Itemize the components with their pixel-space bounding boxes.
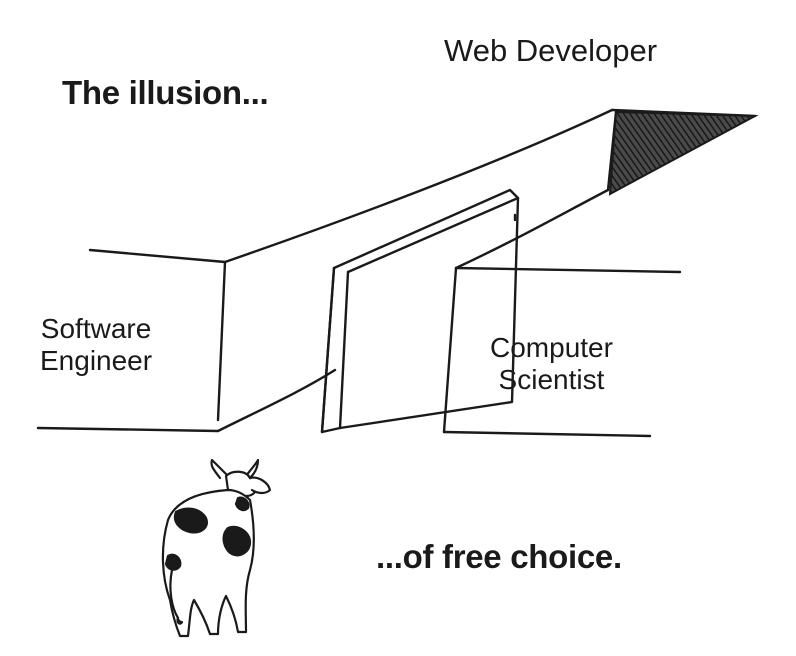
label-software-engineer: Software Engineer: [40, 313, 152, 377]
label-web-developer: Web Developer: [444, 33, 658, 68]
label-software-engineer-line2: Engineer: [40, 345, 153, 376]
caption-bottom: ...of free choice.: [376, 538, 622, 575]
label-software-engineer-line1: Software: [40, 313, 152, 344]
label-computer-scientist: Computer Scientist: [490, 332, 613, 396]
label-computer-scientist-line1: Computer: [490, 332, 613, 363]
middle-panel: [320, 188, 520, 434]
label-computer-scientist-line2: Scientist: [498, 364, 605, 395]
cow-figure: [161, 458, 272, 638]
corridor-shadow: [608, 110, 759, 196]
caption-top: The illusion...: [62, 74, 269, 111]
